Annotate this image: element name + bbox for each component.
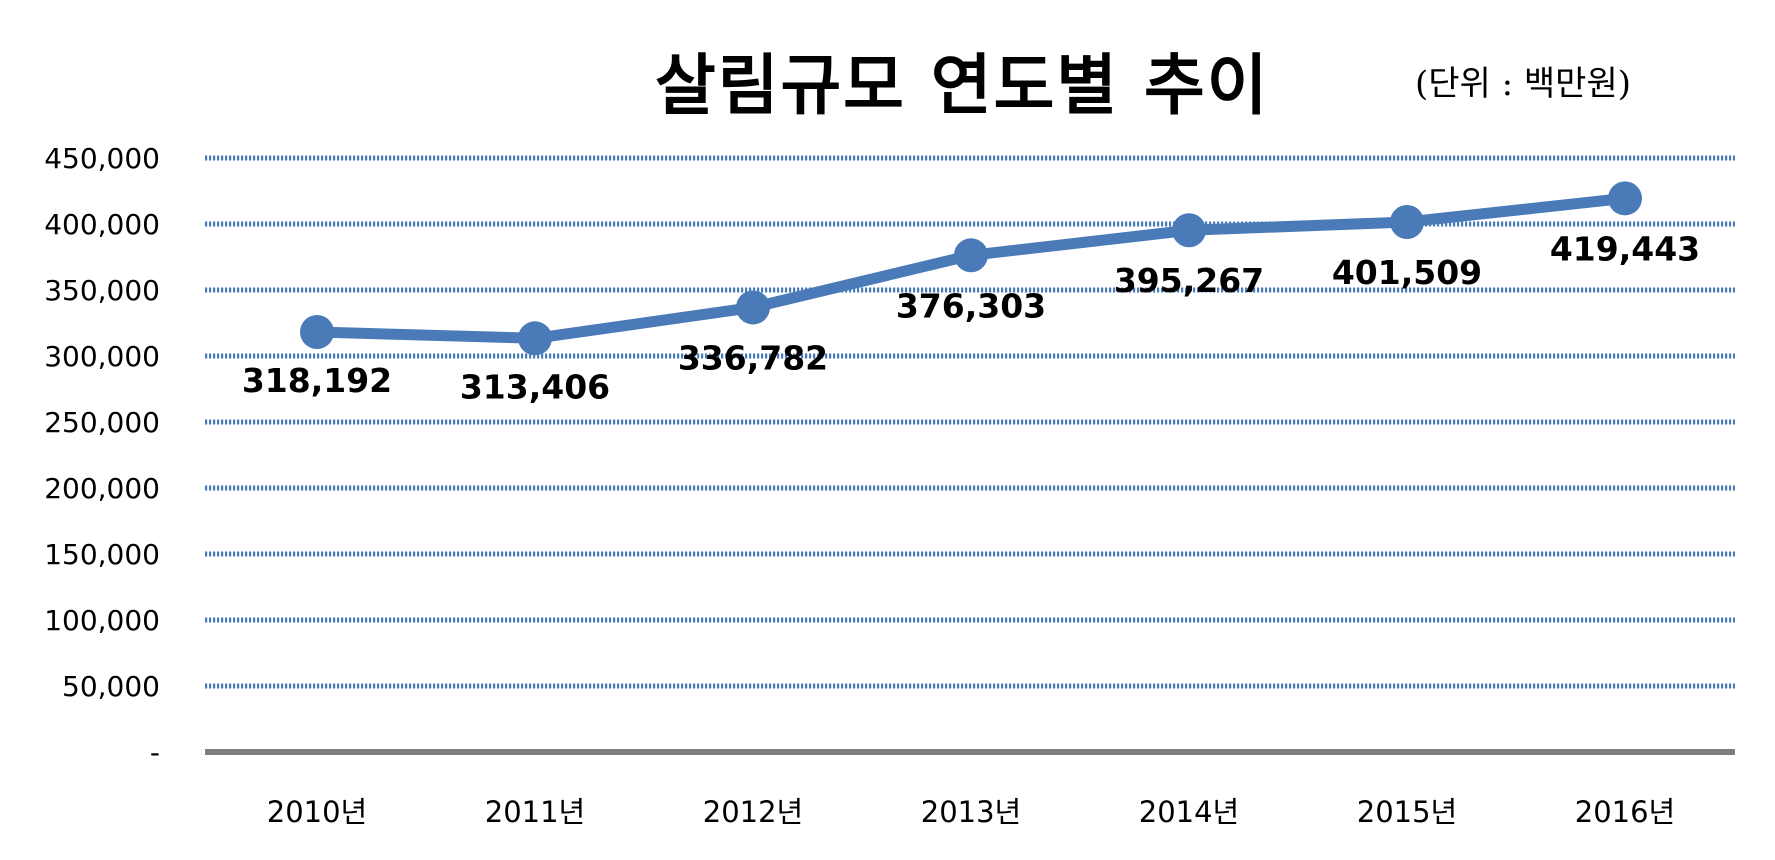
data-label: 401,509 xyxy=(1332,253,1482,292)
x-tick-label: 2016년 xyxy=(1575,795,1675,829)
data-points xyxy=(300,181,1642,356)
x-tick-label: 2011년 xyxy=(485,795,585,829)
data-label: 419,443 xyxy=(1550,229,1700,268)
data-label: 395,267 xyxy=(1114,261,1264,300)
data-label: 313,406 xyxy=(460,367,610,406)
y-tick-label: 450,000 xyxy=(44,142,160,175)
y-tick-label: 300,000 xyxy=(44,340,160,373)
y-tick-label: 100,000 xyxy=(44,604,160,637)
x-tick-label: 2013년 xyxy=(921,795,1021,829)
data-label: 376,303 xyxy=(896,286,1046,325)
y-tick-label: 250,000 xyxy=(44,406,160,439)
data-label: 336,782 xyxy=(678,338,828,377)
data-point xyxy=(1390,205,1424,240)
axes: - 50,000 100,000 150,000 200,000 250,000 300,0… xyxy=(44,142,1735,829)
y-tick-label: - xyxy=(150,736,160,769)
chart-title: 살림규모 연도별 추이 xyxy=(655,46,1270,124)
y-tick-label: 50,000 xyxy=(62,670,160,703)
data-point xyxy=(954,238,988,273)
data-point xyxy=(1608,181,1642,216)
data-point xyxy=(518,321,552,356)
data-labels: 318,192 313,406 336,782 376,303 395,267 401,5… xyxy=(242,229,1700,406)
y-tick-label: 350,000 xyxy=(44,274,160,307)
data-point xyxy=(1172,213,1206,248)
x-tick-label: 2010년 xyxy=(267,795,367,829)
chart-unit-note: (단위 : 백만원) xyxy=(1415,64,1631,104)
x-tick-label: 2014년 xyxy=(1139,795,1239,829)
y-tick-label: 150,000 xyxy=(44,538,160,571)
data-point xyxy=(736,290,770,325)
y-tick-label: 200,000 xyxy=(44,472,160,505)
x-tick-label: 2012년 xyxy=(703,795,803,829)
data-point xyxy=(300,314,334,349)
y-tick-label: 400,000 xyxy=(44,208,160,241)
data-label: 318,192 xyxy=(242,361,392,400)
x-tick-label: 2015년 xyxy=(1357,795,1457,829)
gridlines xyxy=(205,155,1735,689)
